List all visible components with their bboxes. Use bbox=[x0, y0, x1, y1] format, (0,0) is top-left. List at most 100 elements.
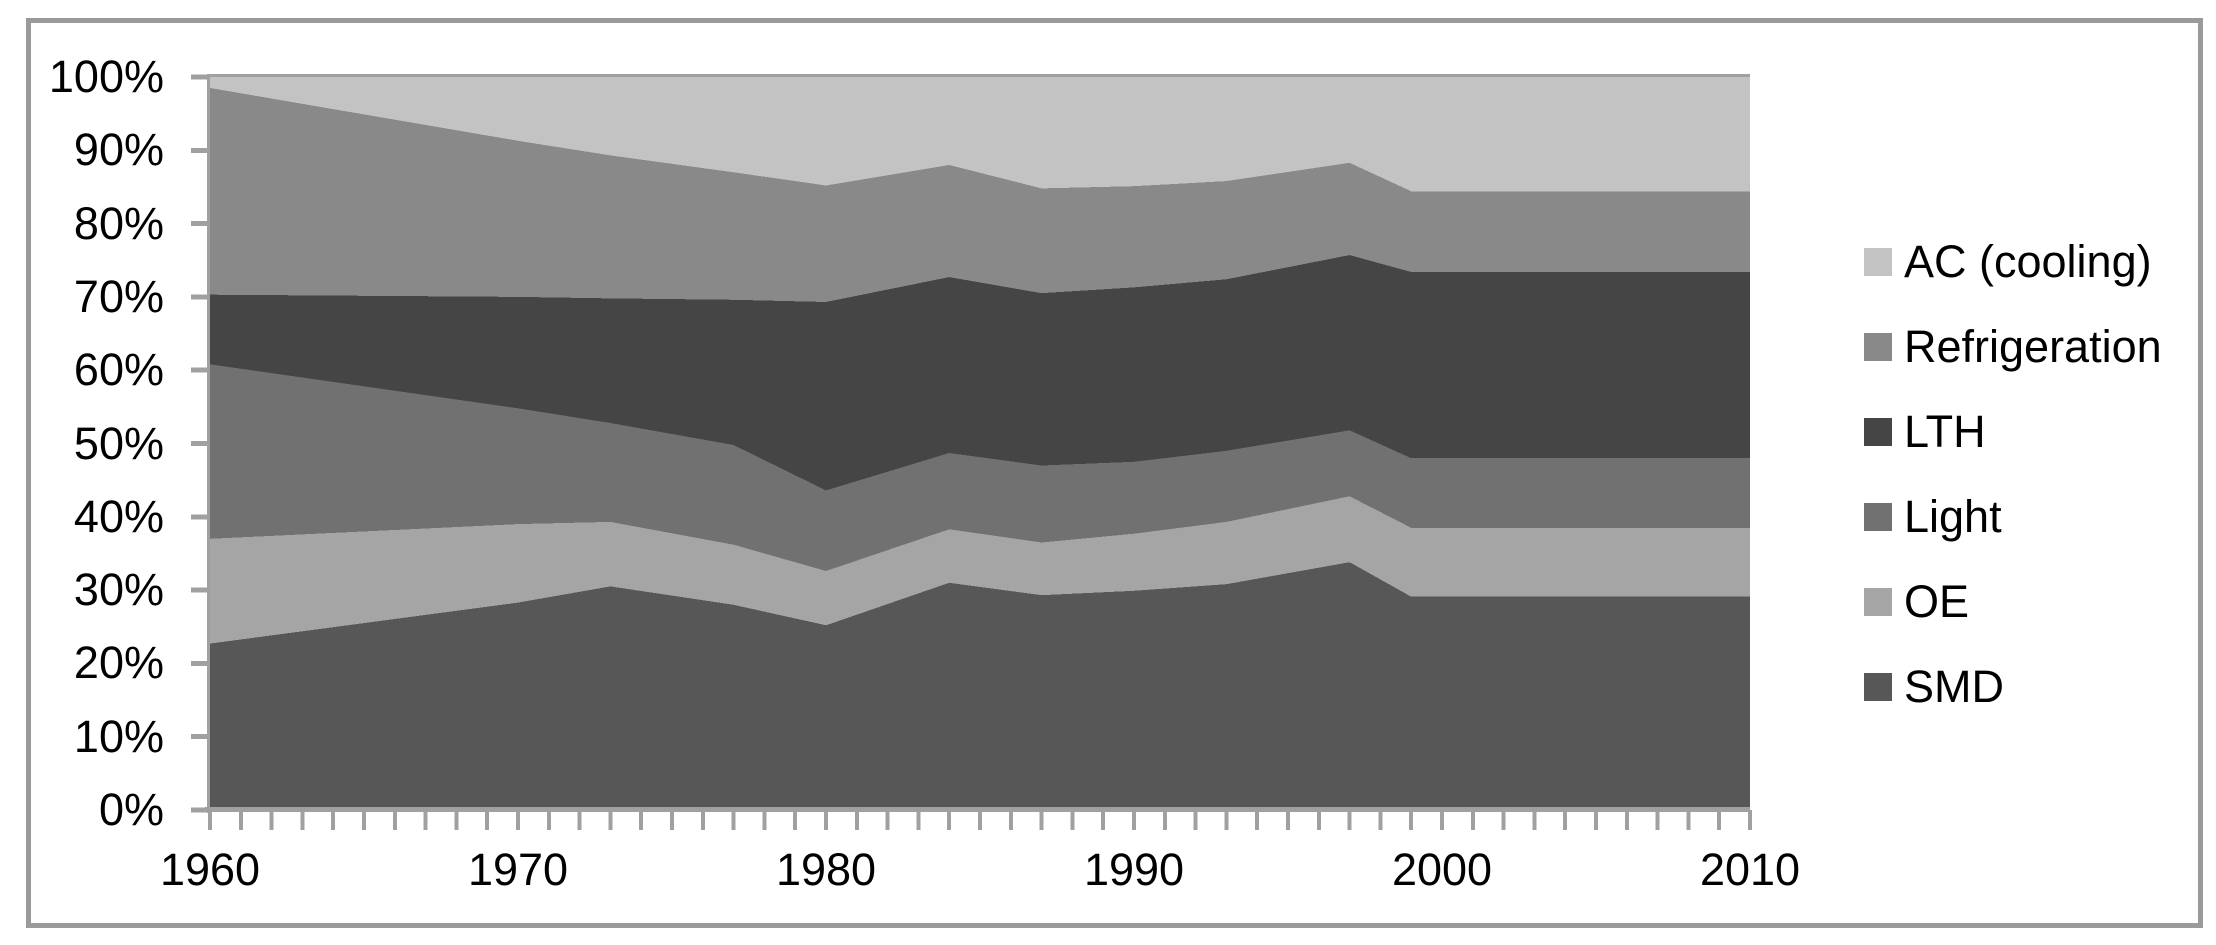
legend-item-ac: AC (cooling) bbox=[1864, 234, 2162, 290]
x-tick bbox=[1347, 810, 1352, 830]
x-tick bbox=[1532, 810, 1537, 830]
x-tick bbox=[1316, 810, 1321, 830]
x-tick bbox=[670, 810, 674, 830]
x-tick bbox=[546, 810, 551, 830]
x-tick bbox=[1286, 810, 1290, 830]
x-tick bbox=[1224, 810, 1229, 830]
y-axis-label: 10% bbox=[73, 710, 164, 762]
y-tick bbox=[191, 587, 210, 593]
x-tick bbox=[762, 810, 767, 830]
y-axis-label: 60% bbox=[73, 344, 164, 396]
legend-item-lth: LTH bbox=[1864, 404, 2162, 460]
x-tick bbox=[577, 810, 582, 830]
x-tick bbox=[392, 810, 397, 830]
area-layer-smd bbox=[210, 562, 1750, 810]
x-tick bbox=[700, 810, 705, 830]
x-tick bbox=[423, 810, 428, 830]
x-tick bbox=[1039, 810, 1044, 830]
y-tick bbox=[191, 74, 210, 80]
y-axis-label: 40% bbox=[73, 490, 164, 542]
x-axis-label: 1990 bbox=[1083, 844, 1185, 895]
x-axis-line bbox=[205, 807, 1750, 812]
legend-swatch-refrigeration bbox=[1864, 333, 1892, 361]
legend-swatch-lth bbox=[1864, 418, 1892, 446]
x-tick bbox=[947, 810, 952, 830]
x-tick bbox=[639, 810, 644, 830]
x-tick bbox=[269, 810, 274, 830]
y-axis-label: 50% bbox=[73, 417, 164, 469]
x-tick bbox=[1440, 810, 1444, 830]
y-tick bbox=[191, 294, 210, 300]
x-tick bbox=[454, 810, 459, 830]
area-layer-light bbox=[210, 364, 1750, 571]
area-layer-ac-cooling- bbox=[210, 77, 1750, 192]
legend-item-light: Light bbox=[1864, 489, 2162, 545]
legend-swatch-light bbox=[1864, 503, 1892, 531]
gridline-100pct bbox=[210, 74, 1750, 77]
y-tick bbox=[191, 807, 210, 813]
x-tick bbox=[1563, 810, 1568, 830]
x-tick bbox=[793, 810, 798, 830]
x-axis-label: 1970 bbox=[467, 844, 569, 895]
legend-item-smd: SMD bbox=[1864, 659, 2162, 715]
x-tick bbox=[1748, 810, 1752, 830]
y-axis-label: 100% bbox=[48, 51, 164, 102]
legend-label-lth: LTH bbox=[1904, 406, 1986, 457]
x-tick bbox=[331, 810, 336, 830]
x-tick bbox=[238, 810, 243, 830]
x-tick bbox=[1008, 810, 1013, 830]
legend-swatch-oe bbox=[1864, 588, 1892, 616]
y-tick bbox=[191, 441, 210, 446]
x-tick bbox=[854, 810, 859, 830]
x-tick bbox=[1594, 810, 1598, 830]
x-tick bbox=[824, 810, 828, 830]
y-tick bbox=[191, 221, 210, 227]
y-tick bbox=[191, 660, 210, 666]
x-tick bbox=[916, 810, 921, 830]
legend-label-oe: OE bbox=[1904, 576, 1970, 627]
legend: AC (cooling) Refrigeration LTH Light OE … bbox=[1864, 234, 2162, 744]
y-axis-label: 90% bbox=[73, 124, 164, 176]
x-tick bbox=[1686, 810, 1691, 830]
legend-label-refrigeration: Refrigeration bbox=[1904, 321, 2162, 372]
x-tick bbox=[1255, 810, 1260, 830]
x-axis-label: 2010 bbox=[1699, 844, 1801, 895]
x-tick bbox=[300, 810, 305, 830]
x-axis-label: 2000 bbox=[1391, 844, 1493, 895]
x-tick bbox=[1378, 810, 1383, 830]
x-tick bbox=[1501, 810, 1506, 830]
x-tick bbox=[1162, 810, 1167, 830]
legend-swatch-ac bbox=[1864, 248, 1892, 276]
x-tick bbox=[608, 810, 613, 830]
x-tick bbox=[485, 810, 490, 830]
y-tick bbox=[191, 147, 210, 153]
x-tick bbox=[362, 810, 366, 830]
x-tick bbox=[1070, 810, 1075, 830]
y-tick bbox=[191, 734, 210, 740]
legend-label-light: Light bbox=[1904, 491, 2002, 542]
x-tick bbox=[516, 810, 520, 830]
y-axis-label: 30% bbox=[73, 564, 164, 616]
y-axis-label: 70% bbox=[73, 270, 164, 322]
x-tick bbox=[978, 810, 982, 830]
y-axis-label: 0% bbox=[98, 784, 164, 835]
x-tick bbox=[1409, 810, 1414, 830]
area-layer-oe bbox=[210, 496, 1750, 644]
x-tick bbox=[1655, 810, 1660, 830]
x-tick bbox=[885, 810, 890, 830]
legend-item-oe: OE bbox=[1864, 574, 2162, 630]
x-tick bbox=[1101, 810, 1106, 830]
x-axis-label: 1960 bbox=[159, 844, 261, 895]
legend-label-smd: SMD bbox=[1904, 661, 2004, 712]
area-layer-refrigeration bbox=[210, 88, 1750, 302]
x-tick bbox=[1132, 810, 1136, 830]
y-tick bbox=[191, 514, 210, 520]
x-tick bbox=[1717, 810, 1722, 830]
x-tick bbox=[1624, 810, 1629, 830]
x-tick bbox=[208, 810, 212, 830]
x-tick bbox=[1470, 810, 1475, 830]
y-axis-label: 80% bbox=[73, 197, 164, 249]
y-tick bbox=[191, 367, 210, 373]
